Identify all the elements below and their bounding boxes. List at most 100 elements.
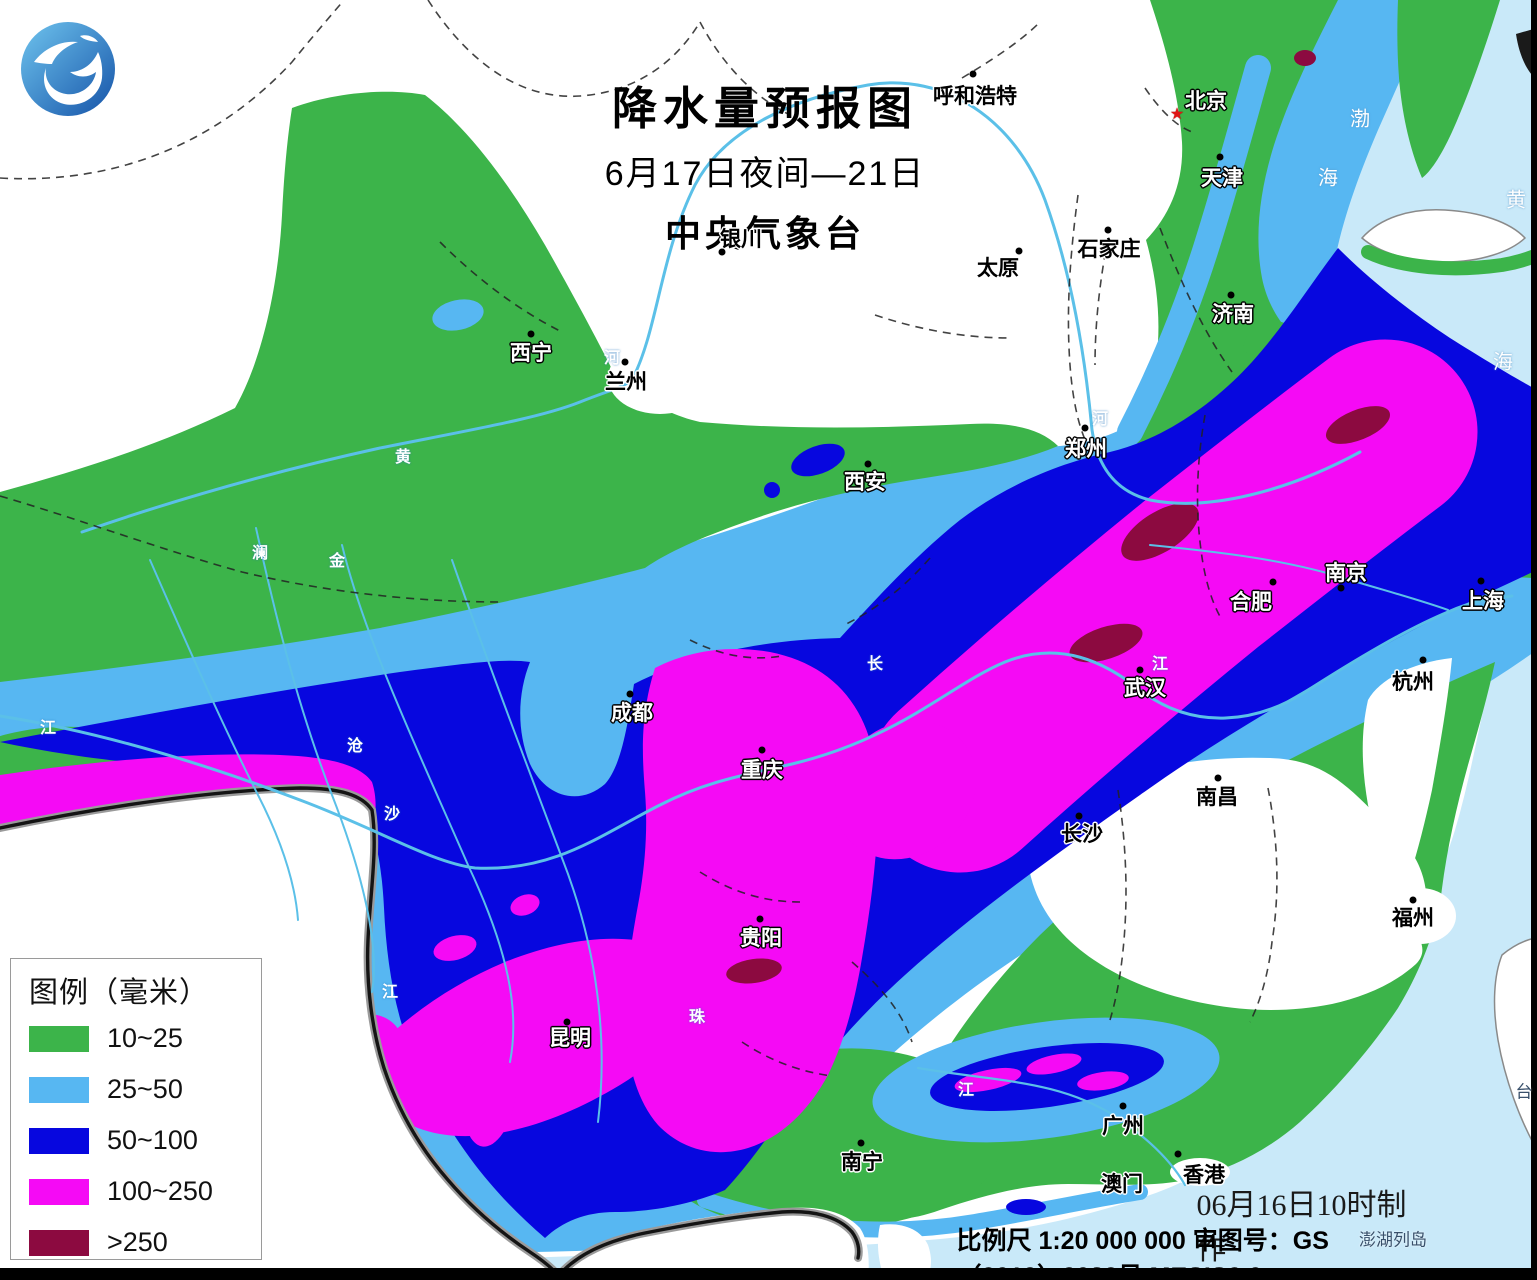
river-label: 沧	[346, 738, 364, 755]
city-label: 天津	[1201, 167, 1243, 190]
band-25-50-layer	[0, 0, 1537, 1252]
legend-rows: 10~25 25~50 50~100 100~250 >250	[29, 1023, 261, 1258]
city-dot	[1409, 896, 1417, 904]
city-label: 西宁	[510, 342, 552, 365]
river-label: 金	[328, 553, 346, 570]
city-label: 石家庄	[1077, 238, 1141, 261]
map-subtitle: 6月17日夜间—21日	[604, 155, 926, 193]
river-label: 长	[866, 656, 884, 673]
city-label: 香港	[1183, 1164, 1225, 1187]
city-label: 北京	[1185, 90, 1227, 113]
legend-title: 图例（毫米）	[29, 977, 210, 1009]
island-label: 台	[1515, 1082, 1533, 1102]
legend-item: 100~250	[29, 1176, 261, 1207]
city-dot	[1337, 584, 1345, 592]
city-label: 福州	[1392, 907, 1434, 930]
city-dot	[626, 690, 634, 698]
city-label: 呼和浩特	[933, 85, 1017, 108]
river-label: 沙	[383, 806, 401, 823]
city-label: 昆明	[549, 1027, 591, 1050]
band-over-250-layer	[726, 50, 1391, 984]
rivers-layer	[0, 81, 1514, 1187]
city-label: 太原	[977, 257, 1019, 280]
city-dot	[1119, 1102, 1127, 1110]
city-label: 西安	[844, 471, 886, 494]
city-label: 贵阳	[740, 927, 782, 950]
river-label: 珠	[688, 1009, 706, 1026]
city-dot	[1477, 577, 1485, 585]
city-dot	[1227, 291, 1235, 299]
island-label: 澎湖列岛	[1359, 1230, 1427, 1250]
legend-label: >250	[107, 1227, 168, 1257]
city-label: 杭州	[1392, 671, 1434, 694]
city-label: 上海	[1462, 590, 1504, 613]
city-label: 南昌	[1196, 786, 1238, 809]
city-label: 澳门	[1101, 1173, 1143, 1196]
sea-label: 渤	[1350, 108, 1370, 131]
city-dot	[1216, 153, 1224, 161]
city-dot	[1174, 1150, 1182, 1158]
legend-label: 50~100	[107, 1125, 198, 1155]
city-dot	[864, 460, 872, 468]
river-label: 澜	[251, 545, 269, 562]
city-label: 郑州	[1065, 438, 1107, 461]
city-label: 南宁	[841, 1151, 883, 1174]
scale-and-review-number: 比例尺 1:20 000 000 审图号：GS（2019）3082号 MESIS…	[956, 1227, 1329, 1280]
sea-label: 海	[1318, 167, 1338, 190]
city-dot	[1104, 226, 1112, 234]
sea-label: 海	[1493, 351, 1513, 374]
city-dot	[1269, 578, 1277, 586]
legend-item: 25~50	[29, 1074, 261, 1105]
city-dot	[1081, 424, 1089, 432]
legend-swatch	[29, 1229, 89, 1256]
river-label: 江	[39, 720, 57, 737]
legend-swatch	[29, 1025, 89, 1052]
city-dot	[527, 330, 535, 338]
city-label: 长沙	[1061, 823, 1103, 846]
city-label: 兰州	[605, 371, 647, 394]
city-dot	[756, 915, 764, 923]
river-label: 江	[381, 984, 399, 1001]
city-label: 银川	[720, 228, 762, 251]
city-dot	[857, 1139, 865, 1147]
title-block: 降水量预报图 6月17日夜间—21日 中央气象台	[605, 72, 926, 257]
river-label: 黄	[394, 449, 412, 466]
river-label: 河	[603, 350, 621, 367]
river-label: 江	[957, 1082, 975, 1099]
legend-box: 图例（毫米） 10~25 25~50 50~100 100~250 >250	[10, 958, 262, 1260]
city-dot	[621, 358, 629, 366]
province-borders-layer	[0, 0, 1278, 1077]
legend-item: 10~25	[29, 1023, 261, 1054]
city-dot	[1075, 812, 1083, 820]
legend-item: 50~100	[29, 1125, 261, 1156]
map-source: 中央气象台	[664, 213, 866, 254]
city-label: 广州	[1102, 1115, 1144, 1138]
legend-label: 25~50	[107, 1074, 183, 1104]
legend-swatch	[29, 1076, 89, 1103]
land-details-layer	[432, 209, 1537, 1280]
city-label: 济南	[1212, 303, 1254, 326]
city-dot	[969, 70, 977, 78]
legend-swatch	[29, 1127, 89, 1154]
city-dot	[1015, 247, 1023, 255]
city-label: 合肥	[1230, 591, 1272, 614]
city-label: 成都	[611, 702, 653, 725]
city-dot	[1214, 774, 1222, 782]
city-label: 南京	[1325, 562, 1367, 585]
legend-swatch	[29, 1178, 89, 1205]
capital-star-icon: ★	[1169, 106, 1185, 123]
city-dot	[1136, 666, 1144, 674]
river-label: 河	[1091, 411, 1109, 428]
made-timestamp: 06月16日10时制作	[1196, 1189, 1407, 1266]
city-label: 武汉	[1124, 677, 1166, 700]
city-dot	[1419, 656, 1427, 664]
legend-label: 100~250	[107, 1176, 213, 1206]
cma-logo	[21, 22, 115, 116]
city-label: 重庆	[741, 759, 783, 782]
legend-item: >250	[29, 1227, 261, 1258]
map-title: 降水量预报图	[611, 83, 919, 134]
legend-label: 10~25	[107, 1023, 183, 1053]
